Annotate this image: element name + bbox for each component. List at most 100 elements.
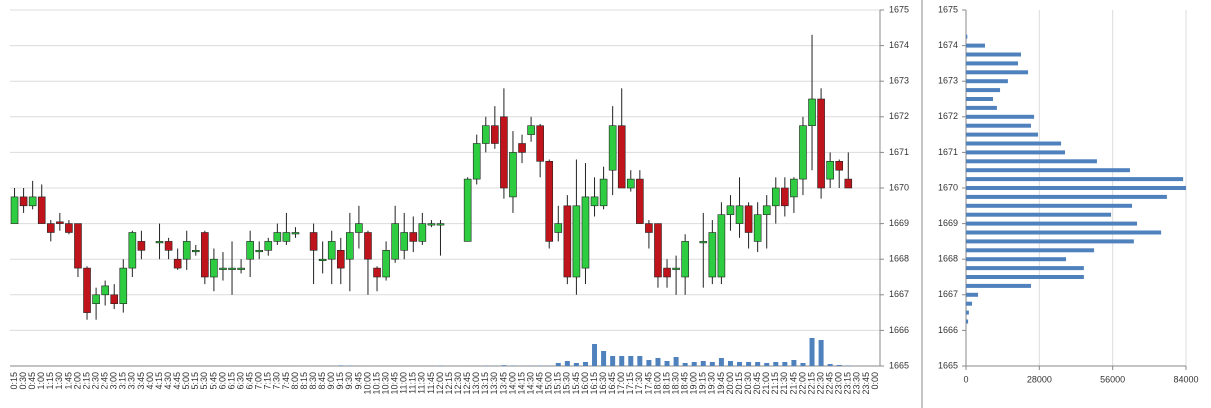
- x-tick-label: 18:15: [661, 372, 671, 395]
- y-tick-label: 1671: [938, 147, 958, 157]
- candle-body: [753, 214, 762, 242]
- y-tick-label: 1668: [938, 254, 958, 264]
- candle-body: [318, 258, 327, 262]
- candle-body: [744, 205, 753, 233]
- volume-bar: [727, 361, 733, 366]
- candle-body: [336, 250, 345, 269]
- candle-body: [672, 267, 680, 270]
- candle-body: [228, 267, 236, 270]
- profile-bar: [966, 283, 1031, 288]
- x-tick-label: 14:45: [535, 372, 545, 395]
- volume-bar: [737, 362, 743, 366]
- y-tick-label: 1669: [889, 218, 909, 228]
- candle-body: [762, 205, 771, 216]
- candle-body: [472, 143, 481, 180]
- candle-body: [726, 205, 735, 216]
- x-tick-label: 12:30: [453, 372, 463, 395]
- candle-body: [128, 232, 137, 269]
- candle-body: [599, 178, 608, 207]
- profile-bar: [966, 186, 1186, 190]
- x-tick-label: 23:30: [852, 372, 862, 395]
- volume-bar: [791, 360, 797, 366]
- candle-body: [771, 187, 780, 207]
- candle-body: [518, 143, 526, 153]
- x-tick-label: 13:30: [489, 372, 499, 395]
- x-tick-label: 19:30: [707, 372, 717, 395]
- x-tick-label: 8:15: [299, 372, 309, 390]
- candle-body: [309, 232, 318, 251]
- x-tick-label: 20:30: [743, 372, 753, 395]
- profile-bar: [966, 159, 1097, 164]
- x-tick-label: 4:00: [145, 372, 155, 390]
- profile-bar: [966, 123, 1031, 128]
- x-tick-label: 18:45: [680, 372, 690, 395]
- volume-bar: [827, 364, 833, 366]
- candle-body: [291, 232, 300, 235]
- volume-bar: [646, 360, 652, 366]
- y-tick-label: 1674: [938, 40, 958, 50]
- candle-body: [608, 125, 617, 171]
- x-tick-label: 8:45: [317, 372, 327, 390]
- x-tick-label: 23:15: [843, 372, 853, 395]
- candle-body: [844, 178, 853, 189]
- volume-bar: [637, 356, 643, 366]
- x-tick-label: 3:30: [127, 372, 137, 390]
- candle-body: [799, 125, 807, 180]
- y-tick-label: 1673: [938, 76, 958, 86]
- profile-bar: [966, 88, 1001, 93]
- x-tick-label: 21:45: [788, 372, 798, 395]
- x-tick-label: 16:00: [580, 372, 590, 395]
- profile-bar: [966, 257, 1067, 262]
- candle-body: [699, 241, 708, 244]
- y-tick-label: 1672: [938, 111, 958, 121]
- volume-bar: [773, 362, 779, 366]
- x-tick-label: 84000: [1173, 374, 1198, 384]
- profile-bar: [966, 150, 1065, 155]
- y-tick-label: 1671: [889, 147, 909, 157]
- x-tick-label: 20:45: [752, 372, 762, 395]
- candle-body: [509, 152, 517, 198]
- candle-body: [790, 178, 798, 198]
- candle-body: [400, 232, 409, 251]
- x-tick-label: 7:30: [272, 372, 282, 390]
- y-tick-label: 1668: [889, 254, 909, 264]
- x-tick-label: 9:30: [344, 372, 354, 390]
- profile-bar: [966, 275, 1084, 279]
- x-tick-label: 0:15: [9, 372, 19, 390]
- candle-body: [681, 241, 689, 278]
- profile-bar: [966, 177, 1184, 182]
- profile-bar: [966, 310, 969, 315]
- x-tick-label: 56000: [1100, 374, 1125, 384]
- candle-body: [101, 285, 109, 296]
- candle-body: [182, 241, 191, 260]
- candle-body: [201, 232, 209, 278]
- volume-bar: [700, 361, 706, 366]
- x-tick-label: 14:15: [516, 372, 526, 395]
- x-tick-label: 5:00: [181, 372, 191, 390]
- x-tick-label: 6:30: [235, 372, 245, 390]
- x-tick-label: 6:00: [217, 372, 227, 390]
- candle-body: [119, 267, 128, 305]
- profile-bar: [966, 194, 1167, 199]
- volume-bar: [501, 365, 507, 366]
- x-tick-label: 8:00: [290, 372, 300, 390]
- candle-body: [65, 223, 73, 233]
- y-tick-label: 1666: [889, 325, 909, 335]
- x-tick-label: 3:15: [118, 372, 128, 390]
- profile-bar: [966, 61, 1018, 66]
- x-tick-label: 2:00: [72, 372, 82, 390]
- x-tick-label: 10:00: [362, 372, 372, 395]
- candle-body: [427, 223, 436, 226]
- volume-bar: [809, 338, 815, 366]
- x-tick-label: 11:00: [399, 372, 409, 394]
- x-tick-label: 11:15: [408, 372, 418, 394]
- y-tick-label: 1670: [889, 182, 909, 192]
- profile-bar: [966, 52, 1021, 57]
- profile-bar: [966, 70, 1029, 75]
- x-tick-label: 4:15: [154, 372, 164, 390]
- x-tick-label: 1:45: [63, 372, 73, 390]
- volume-bar: [338, 365, 344, 366]
- profile-bar: [966, 97, 993, 101]
- candle-body: [37, 196, 46, 224]
- x-tick-label: 4:30: [163, 372, 173, 390]
